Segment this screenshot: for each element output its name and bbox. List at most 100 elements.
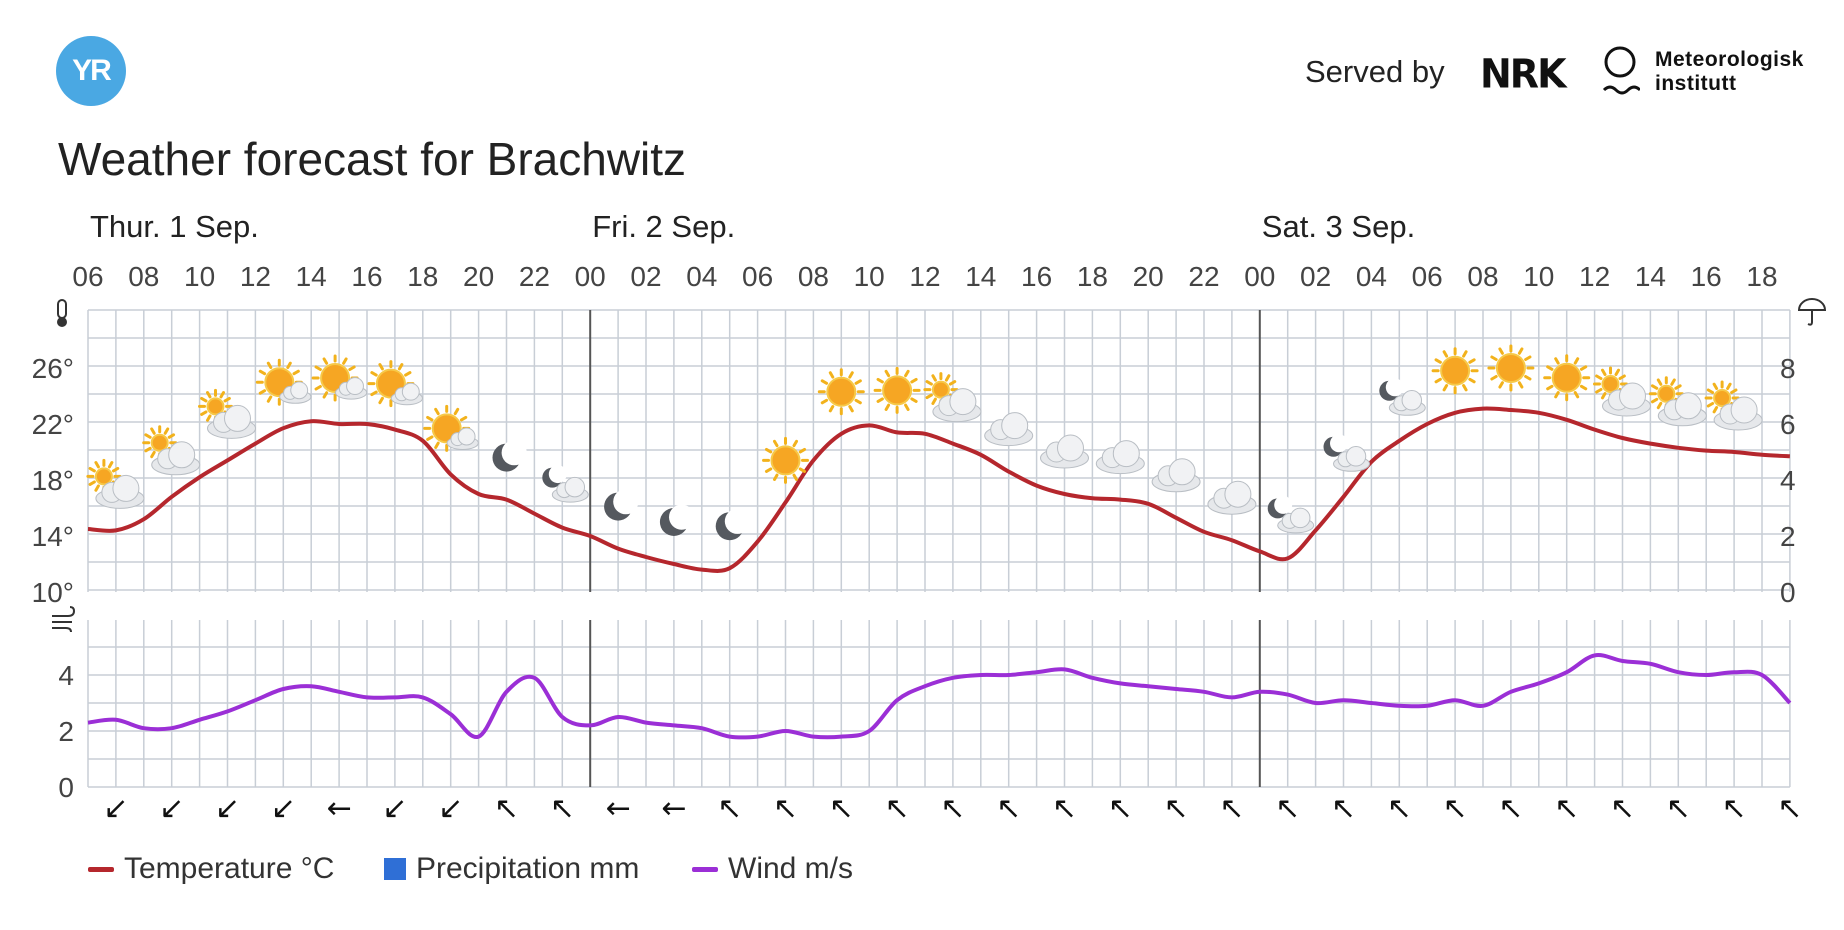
wind-direction-arrow: ↖: [1666, 791, 1691, 826]
sun-ray: [764, 447, 773, 454]
wind-stroke-3: [52, 627, 72, 633]
sun-ray: [144, 446, 152, 453]
cloud-puff: [346, 377, 364, 396]
wind-direction-arrow: ↖: [1498, 791, 1523, 826]
umbrella-icon: [1797, 298, 1827, 326]
umbrella-canopy: [1797, 298, 1827, 311]
wind-direction-arrow: ←: [661, 791, 686, 826]
sun-disc: [206, 397, 225, 416]
sun-ray: [904, 369, 910, 378]
cloud-puff: [1619, 382, 1646, 410]
sun-ray: [1579, 365, 1588, 371]
weather-symbol-fair-day: [255, 358, 312, 406]
wind-direction-arrow: ↖: [717, 791, 742, 826]
wind-direction-arrow: ↙: [159, 791, 184, 826]
thermometer-icon: [57, 299, 67, 327]
sun-ray: [764, 467, 773, 473]
moon-cutout: [669, 504, 695, 530]
sun-ray: [1546, 365, 1554, 371]
sun-ray: [348, 365, 356, 371]
sun-ray: [1490, 375, 1498, 381]
sun-ray: [1712, 382, 1719, 390]
sun-ray: [258, 389, 267, 395]
cloud-puff: [1001, 412, 1029, 440]
sun-ray: [1656, 378, 1663, 386]
sun-ray: [773, 473, 779, 481]
temperature-swatch: [88, 866, 114, 872]
hour-tick-label: 20: [463, 261, 494, 292]
sun-ray: [378, 396, 384, 405]
hour-tick-label: 06: [1412, 261, 1443, 292]
sun-ray: [1730, 388, 1738, 394]
hour-tick-label: 18: [407, 261, 438, 292]
hour-tick-label: 10: [1523, 261, 1554, 292]
day-label: Thur. 1 Sep.: [90, 209, 259, 244]
cloud-puff: [401, 382, 420, 401]
sun-disc: [1551, 362, 1582, 393]
sun-ray: [792, 473, 798, 481]
sun-ray: [150, 450, 156, 459]
weather-symbol-fair-day: [311, 354, 368, 402]
weather-symbol-clear-night: [492, 440, 527, 472]
sun-ray: [1614, 368, 1620, 376]
umbrella-handle: [1807, 310, 1813, 326]
cloud-puff: [112, 474, 140, 502]
precipitation-tick-label: 2: [1780, 521, 1796, 552]
hour-tick-label: 06: [72, 261, 103, 292]
sun-ray: [925, 393, 933, 400]
sun-ray: [200, 396, 208, 403]
sun-ray: [1462, 350, 1468, 358]
day-label: Sat. 3 Sep.: [1262, 209, 1415, 244]
hour-tick-label: 18: [1077, 261, 1108, 292]
yr-logo[interactable]: YR: [56, 36, 126, 106]
sun-ray: [426, 435, 434, 441]
cloud-puff: [1057, 434, 1084, 462]
wind-direction-arrow: ↖: [550, 791, 575, 826]
weather-symbol-partly-cloudy-day: [923, 372, 982, 423]
sun-ray: [931, 374, 937, 382]
sun-ray: [773, 439, 779, 448]
sun-ray: [876, 377, 884, 384]
legend-precipitation: Precipitation mm: [384, 852, 639, 886]
cloud-puff: [224, 404, 251, 432]
precipitation-tick-label: 4: [1780, 465, 1796, 496]
hour-tick-label: 00: [575, 261, 606, 292]
wind-direction-arrow: ↙: [271, 791, 296, 826]
wind-direction-arrow: ↖: [1610, 791, 1635, 826]
hour-tick-label: 02: [1300, 261, 1331, 292]
sun-ray: [286, 361, 292, 369]
moon-cutout: [613, 489, 639, 515]
sun-ray: [150, 427, 156, 435]
sun-ray: [1674, 384, 1682, 390]
weather-symbol-cloudy: [984, 412, 1034, 447]
hour-tick-label: 12: [909, 261, 940, 292]
served-by-label: Served by: [1305, 54, 1445, 89]
sun-disc: [1495, 353, 1526, 383]
hour-tick-label: 02: [630, 261, 661, 292]
sun-ray: [1573, 391, 1580, 399]
cloud-puff: [1112, 440, 1140, 468]
wind-direction-arrow: ↖: [1722, 791, 1747, 826]
sun-ray: [206, 391, 212, 399]
sun-ray: [1498, 381, 1504, 389]
nrk-logo[interactable]: NRK: [1480, 50, 1567, 98]
wind-direction-arrow: ↖: [494, 791, 519, 826]
sun-ray: [1601, 392, 1607, 400]
sun-ray: [266, 395, 273, 403]
weather-symbol-partly-cloudy-night: [1323, 434, 1370, 472]
sun-ray: [884, 403, 891, 411]
wind-direction-arrow: ↖: [885, 791, 910, 826]
weather-symbol-clear-day: [1431, 347, 1479, 395]
sun-ray: [820, 379, 829, 385]
wind-direction-arrow: ↖: [1387, 791, 1412, 826]
sun-ray: [314, 385, 322, 391]
weather-symbol-cloudy: [1151, 458, 1201, 493]
met-institute-logo[interactable]: Meteorologisk institutt: [1655, 48, 1804, 96]
sun-ray: [1650, 384, 1659, 390]
sun-ray: [1434, 358, 1442, 364]
wind-direction-arrow: ←: [327, 791, 352, 826]
moon-cutout: [724, 508, 751, 534]
wind-direction-arrow: ↙: [215, 791, 240, 826]
hour-tick-label: 04: [1356, 261, 1387, 292]
weather-symbol-clear-night: [659, 504, 695, 536]
